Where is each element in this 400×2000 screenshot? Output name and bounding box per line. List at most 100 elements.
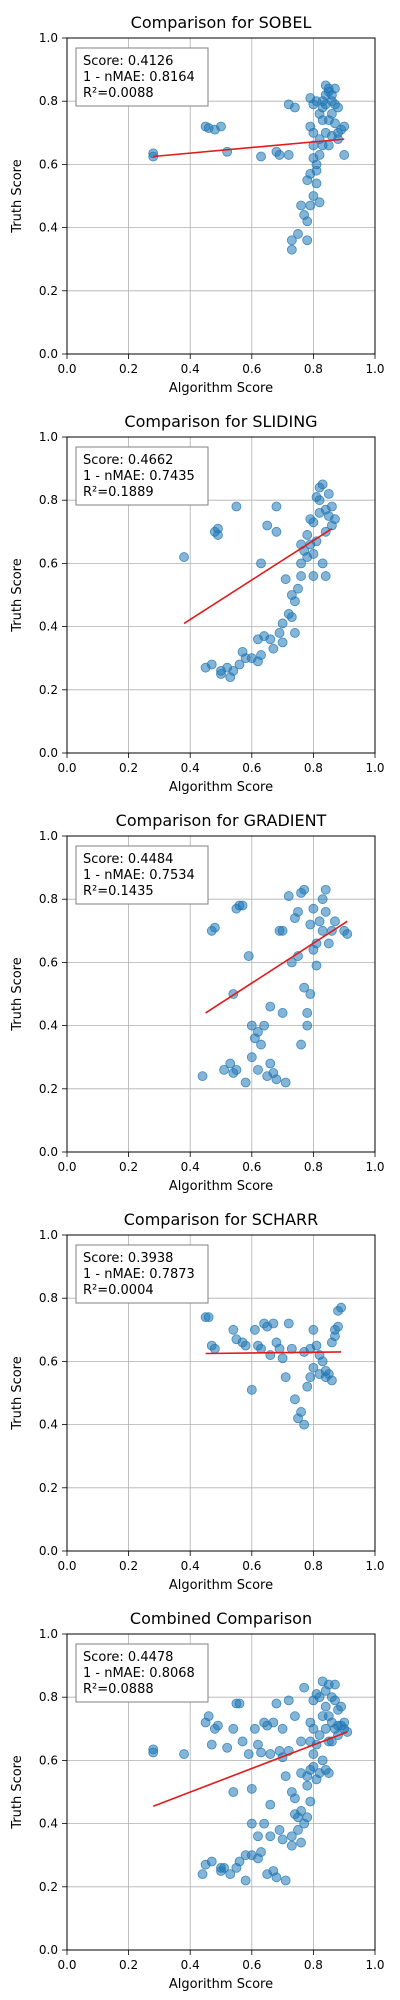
data-point <box>299 1682 310 1693</box>
y-tick-label: 1.0 <box>39 829 58 843</box>
data-point <box>222 146 233 157</box>
data-point <box>253 1853 263 1864</box>
x-tick-label: 0.2 <box>119 1160 138 1174</box>
x-tick-label: 0.2 <box>119 761 138 775</box>
data-point <box>277 637 288 648</box>
scatter-points <box>148 1676 353 1886</box>
data-point <box>206 1856 217 1867</box>
y-tick-label: 0.4 <box>39 1817 58 1831</box>
data-point <box>286 1831 297 1842</box>
data-point <box>253 1831 263 1842</box>
data-point <box>237 900 248 911</box>
data-point <box>277 1008 288 1018</box>
data-point <box>314 495 325 506</box>
data-point <box>280 1077 291 1088</box>
y-tick-label: 0.0 <box>39 347 58 361</box>
data-point <box>277 925 288 936</box>
data-point <box>290 102 300 113</box>
data-point <box>209 922 220 933</box>
scatter-points <box>179 479 340 683</box>
data-point <box>296 571 306 581</box>
data-point <box>265 1831 276 1842</box>
data-point <box>216 669 226 679</box>
y-tick-label: 1.0 <box>39 1627 58 1641</box>
stats-line: 1 - nMAE: 0.8068 <box>83 1666 195 1681</box>
x-tick-label: 0.0 <box>57 761 76 775</box>
data-point <box>222 1742 233 1753</box>
data-point <box>280 1875 291 1886</box>
x-axis-label: Algorithm Score <box>169 1977 273 1992</box>
x-tick-label: 0.0 <box>57 362 76 376</box>
data-point <box>231 1862 242 1873</box>
chart-title: Comparison for SCHARR <box>124 1210 319 1229</box>
chart-panel-0: Comparison for SOBEL 0.0 0.2 0.4 0.6 0.8 1.0 0.… <box>10 13 385 396</box>
stats-line: Score: 0.4662 <box>83 453 173 468</box>
data-point <box>311 165 322 176</box>
plot-frame <box>66 37 376 355</box>
stats-line: R²=0.0888 <box>83 1682 154 1697</box>
x-tick-label: 1.0 <box>365 362 384 376</box>
x-tick-label: 0.8 <box>304 1559 323 1573</box>
x-tick-label: 1.0 <box>365 1559 384 1573</box>
data-point <box>240 1340 251 1351</box>
data-point <box>308 1362 319 1373</box>
data-point <box>333 1321 343 1332</box>
data-point <box>317 479 328 490</box>
data-point <box>277 618 288 629</box>
data-point <box>243 951 254 961</box>
x-tick-label: 0.4 <box>181 1958 200 1972</box>
data-point <box>336 1302 347 1313</box>
data-point <box>265 1001 276 1012</box>
data-point <box>225 1869 236 1880</box>
y-tick-label: 0.2 <box>39 1880 58 1894</box>
stats-line: 1 - nMAE: 0.7534 <box>83 868 195 883</box>
stats-box-frame <box>75 1643 209 1703</box>
data-point <box>290 1809 300 1820</box>
data-point <box>277 1723 288 1734</box>
y-tick-label: 0.2 <box>39 284 58 298</box>
x-tick-label: 0.8 <box>304 761 323 775</box>
data-point <box>293 229 303 239</box>
data-point <box>280 1771 291 1782</box>
data-point <box>320 1372 331 1383</box>
plot-frame <box>66 1633 376 1951</box>
data-point <box>271 1074 282 1085</box>
regression-line <box>153 138 345 158</box>
data-point <box>286 612 297 623</box>
data-point <box>302 1020 313 1031</box>
data-point <box>314 108 325 119</box>
x-tick-label: 0.6 <box>242 1160 261 1174</box>
y-tick-label: 0.0 <box>39 746 58 760</box>
data-point <box>299 884 310 895</box>
data-point <box>290 596 300 607</box>
data-point <box>305 989 316 999</box>
data-point <box>231 501 242 512</box>
data-point <box>330 1695 340 1706</box>
y-tick-label: 1.0 <box>39 1228 58 1242</box>
data-point <box>296 1039 306 1050</box>
data-point <box>203 1711 214 1722</box>
y-axis-label: Truth Score <box>10 1356 25 1431</box>
data-point <box>311 960 322 971</box>
data-point <box>305 1796 316 1807</box>
data-point <box>308 1749 319 1759</box>
data-point <box>246 1384 257 1395</box>
data-point <box>265 1058 276 1069</box>
scatter-points <box>197 884 353 1088</box>
data-point <box>323 488 334 499</box>
data-point <box>296 200 306 211</box>
x-tick-label: 1.0 <box>365 1160 384 1174</box>
data-point <box>330 514 340 525</box>
y-tick-label: 0.6 <box>39 955 58 969</box>
data-point <box>265 1799 276 1810</box>
stats-line: Score: 0.4478 <box>83 1650 173 1665</box>
y-tick-label: 0.6 <box>39 157 58 171</box>
data-point <box>234 1698 245 1709</box>
plot-frame <box>66 835 376 1153</box>
data-point <box>246 1052 257 1063</box>
data-point <box>228 1324 239 1335</box>
stats-line: Score: 0.4484 <box>83 852 173 867</box>
x-tick-label: 0.4 <box>181 1160 200 1174</box>
